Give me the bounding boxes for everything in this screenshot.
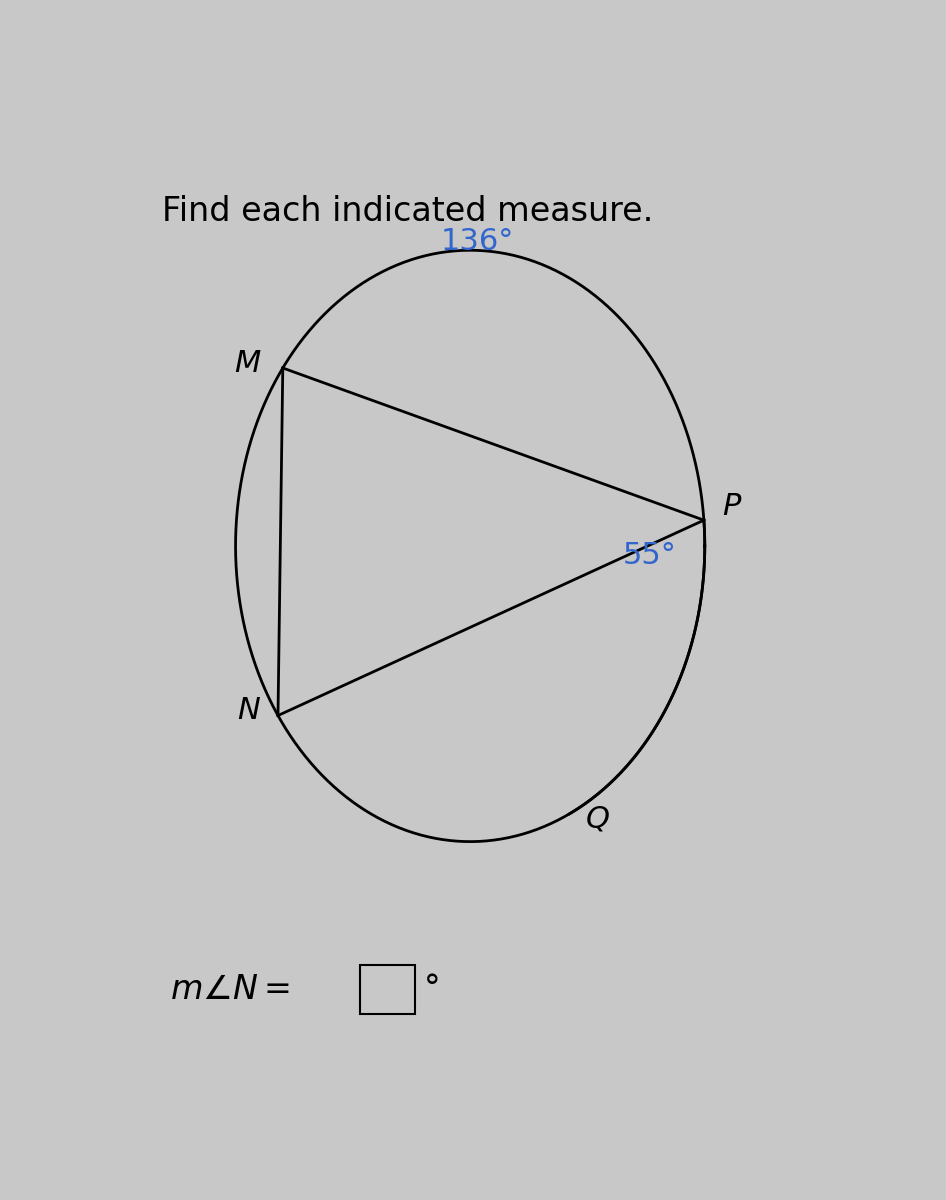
- FancyBboxPatch shape: [360, 965, 415, 1014]
- Text: Q: Q: [586, 804, 609, 833]
- Text: $m\angle N=$: $m\angle N=$: [169, 973, 289, 1006]
- Text: M: M: [235, 349, 261, 378]
- Text: Find each indicated measure.: Find each indicated measure.: [163, 194, 654, 228]
- Text: °: °: [424, 973, 441, 1006]
- Text: N: N: [236, 696, 259, 726]
- Text: 55°: 55°: [622, 541, 676, 570]
- Text: 136°: 136°: [441, 227, 515, 256]
- Text: P: P: [722, 492, 741, 521]
